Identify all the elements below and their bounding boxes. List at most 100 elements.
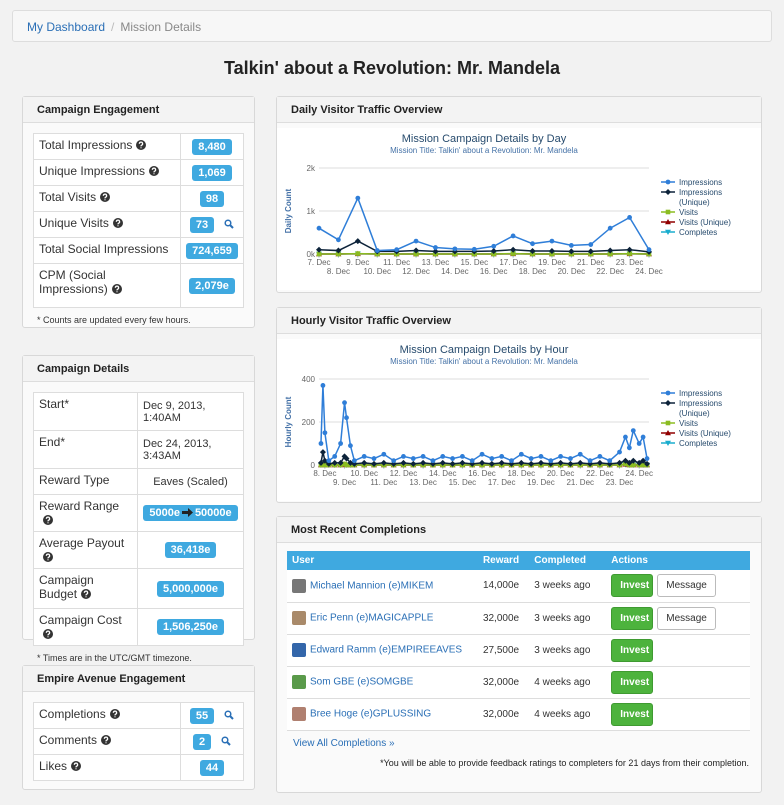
breadcrumb-link[interactable]: My Dashboard <box>27 20 106 34</box>
row-label: Unique Visits <box>33 211 181 238</box>
actions-cell: Invest Message <box>606 570 750 603</box>
point <box>479 459 486 466</box>
table-row: Unique Visits 73 <box>33 211 244 238</box>
search-handle <box>226 740 231 746</box>
point <box>518 451 524 457</box>
value-text: Eaves (Scaled) <box>153 475 228 488</box>
y-axis-label: Hourly Count <box>284 396 293 447</box>
row-value: 724,659 <box>180 237 244 264</box>
row-label: Total Social Impressions <box>33 237 181 264</box>
x-tick-label: 15. Dec <box>449 478 477 487</box>
point <box>640 457 647 464</box>
legend-label: Completes <box>679 228 717 237</box>
info-table: Total Impressions 8,480 Unique Impressions… <box>33 133 244 308</box>
value-text: Dec 9, 2013, 1:40AM <box>143 399 206 424</box>
point <box>344 462 349 468</box>
reward-cell: 32,000e <box>477 698 530 731</box>
message-button[interactable]: Message <box>657 606 716 630</box>
invest-button[interactable]: Invest <box>611 574 654 598</box>
badge: 724,659 <box>186 242 238 259</box>
row-label: Reward Type <box>33 468 138 495</box>
x-tick-label: 9. Dec <box>333 478 356 487</box>
search-icon <box>224 218 234 229</box>
user-link[interactable]: Eric Penn (e)MAGICAPPLE <box>310 612 434 624</box>
row-value: Dec 9, 2013, 1:40AM <box>137 392 244 431</box>
label-text: Start* <box>39 397 70 411</box>
message-button[interactable]: Message <box>657 574 716 598</box>
series <box>317 449 651 467</box>
point <box>630 457 637 464</box>
help-icon <box>43 629 53 639</box>
help-icon <box>149 166 160 176</box>
completions-panel: Most Recent Completions User Reward Complet… <box>276 516 762 793</box>
invest-button[interactable]: Invest <box>611 606 654 630</box>
point <box>371 456 377 461</box>
x-tick-label: 17. Dec <box>499 258 527 267</box>
invest-button[interactable]: Invest <box>611 670 654 694</box>
point <box>607 458 613 464</box>
point <box>568 456 573 461</box>
user-cell: Edward Ramm (e)EMPIREEAVES <box>287 634 478 667</box>
legend-marker <box>665 420 671 426</box>
point <box>449 460 456 467</box>
user-link[interactable]: Michael Mannion (e)MIKEM <box>310 580 434 592</box>
x-tick-label: 20. Dec <box>558 267 586 276</box>
y-tick-label: 2k <box>307 164 316 173</box>
user-cell: Bree Hoge (e)GPLUSSING <box>287 698 478 731</box>
point <box>577 451 583 457</box>
point <box>459 454 465 459</box>
chart-title: Mission Campaign Details by Hour <box>400 344 569 356</box>
badge: 73 <box>189 216 215 233</box>
badge: 2,079e <box>189 277 235 294</box>
point <box>336 251 341 257</box>
legend-marker <box>665 179 671 185</box>
daily-panel: Daily Visitor Traffic Overview Mission Ca… <box>276 96 762 293</box>
label-text: Campaign Cost <box>39 613 122 627</box>
reward-cell: 32,000e <box>477 602 530 635</box>
x-tick-label: 16. Dec <box>480 267 508 276</box>
invest-button[interactable]: Invest <box>611 702 654 726</box>
x-tick-label: 23. Dec <box>616 258 644 267</box>
help-icon <box>43 552 53 562</box>
x-tick-label: 10. Dec <box>363 267 391 276</box>
row-value: Eaves (Scaled) <box>137 468 244 495</box>
point <box>567 460 574 467</box>
user-link[interactable]: Som GBE (e)SOMGBE <box>310 676 414 688</box>
point <box>361 459 368 466</box>
point <box>626 445 632 451</box>
x-tick-label: 12. Dec <box>402 267 430 276</box>
point <box>549 251 555 257</box>
series-line <box>320 385 648 463</box>
x-tick-label: 21. Dec <box>577 258 605 267</box>
point <box>549 238 555 244</box>
user-link[interactable]: Bree Hoge (e)GPLUSSING <box>310 708 432 720</box>
x-tick-label: 21. Dec <box>566 478 594 487</box>
view-all-link[interactable]: View All Completions » <box>293 738 395 749</box>
avatar <box>292 643 306 657</box>
point <box>490 247 497 254</box>
x-tick-label: 9. Dec <box>346 258 369 267</box>
y-tick-label: 400 <box>302 375 316 384</box>
legend-marker <box>665 400 671 406</box>
search-icon <box>221 735 231 746</box>
completion-row: Michael Mannion (e)MIKEM 14,000e 3 weeks a… <box>287 570 750 603</box>
legend-label: Impressions (Unique) <box>679 188 724 207</box>
point <box>413 251 419 257</box>
avatar <box>292 578 306 593</box>
completed-cell: 3 weeks ago <box>529 602 607 635</box>
column-header: Reward <box>477 551 530 570</box>
point <box>491 251 497 257</box>
x-tick-label: 24. Dec <box>625 469 653 478</box>
help-glyph <box>83 590 89 598</box>
completed-cell: 3 weeks ago <box>529 570 607 603</box>
point <box>568 243 574 248</box>
panel-header: Empire Avenue Engagement <box>23 666 254 692</box>
user-link[interactable]: Edward Ramm (e)EMPIREEAVES <box>310 644 463 656</box>
point <box>371 460 377 467</box>
invest-button[interactable]: Invest <box>611 638 654 662</box>
label-text: Campaign Budget <box>39 573 94 601</box>
row-value: Dec 24, 2013, 3:43AM <box>137 430 244 469</box>
row-value: 5,000,000e <box>137 568 244 609</box>
